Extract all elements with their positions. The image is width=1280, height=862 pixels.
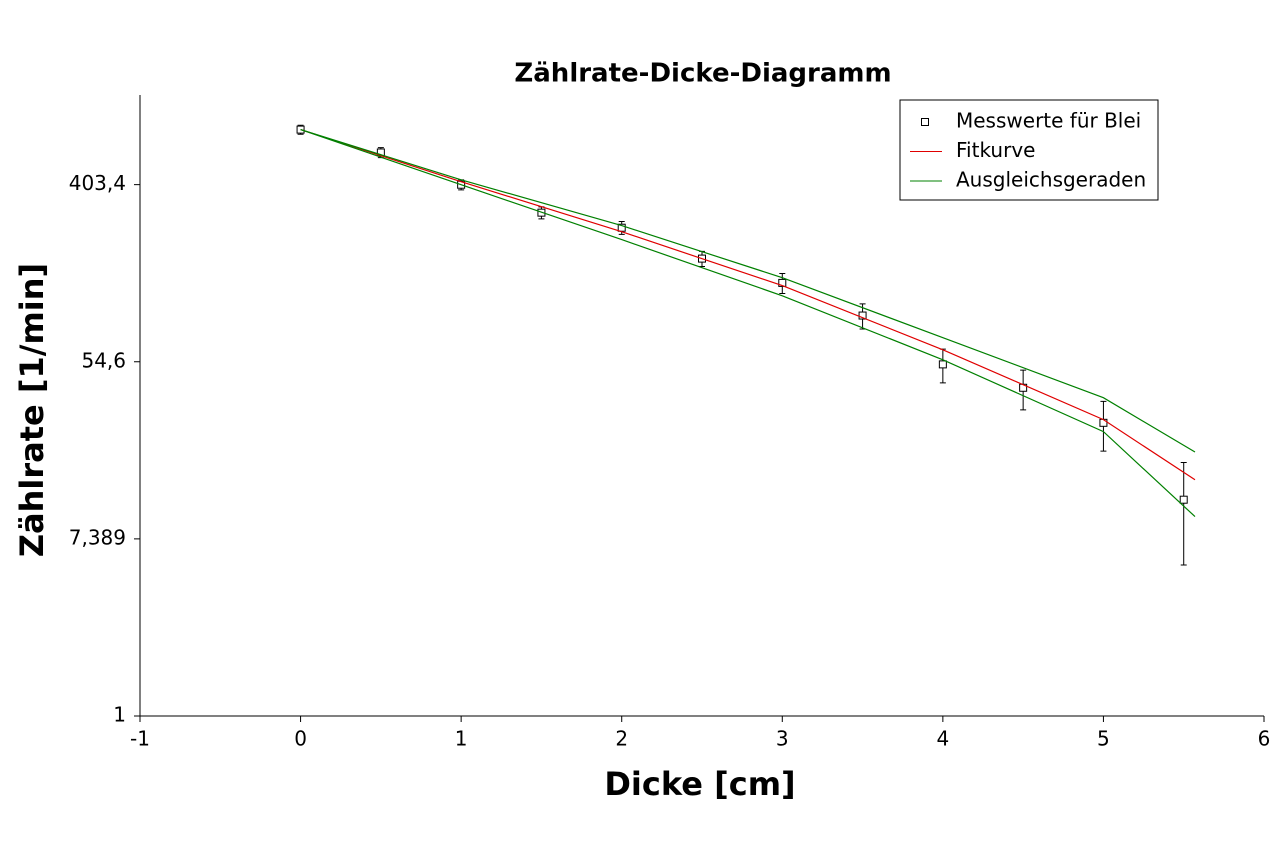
chart-title: Zählrate-Dicke-Diagramm [514, 59, 891, 89]
x-tick-label: 2 [615, 727, 628, 751]
data-point [296, 125, 305, 134]
x-tick-label: 6 [1258, 727, 1271, 751]
data-point [778, 278, 787, 287]
legend-marker [921, 118, 929, 126]
data-point [938, 360, 947, 369]
x-tick-label: 0 [294, 727, 307, 751]
curve [300, 129, 1196, 453]
x-tick-label: 4 [936, 727, 949, 751]
data-point [858, 311, 867, 320]
x-tick-label: 5 [1097, 727, 1110, 751]
y-tick-label: 403,4 [69, 171, 126, 195]
x-tick-label: -1 [130, 727, 150, 751]
curve [300, 129, 1196, 481]
y-tick-label: 54,6 [81, 348, 126, 372]
x-tick-label: 1 [455, 727, 468, 751]
legend-label: Messwerte für Blei [956, 109, 1141, 133]
y-tick-label: 7,389 [69, 525, 126, 549]
y-tick-label: 1 [113, 703, 126, 727]
x-tick-label: 3 [776, 727, 789, 751]
data-point [1179, 495, 1188, 504]
y-axis-label: Zählrate [1/min] [13, 263, 51, 557]
legend-label: Fitkurve [956, 138, 1035, 162]
legend-label: Ausgleichsgeraden [956, 168, 1146, 192]
x-axis-label: Dicke [cm] [604, 765, 795, 803]
data-point [1099, 418, 1108, 427]
curve [300, 129, 1196, 518]
legend-box [899, 99, 1159, 201]
error-bar [1180, 462, 1187, 566]
